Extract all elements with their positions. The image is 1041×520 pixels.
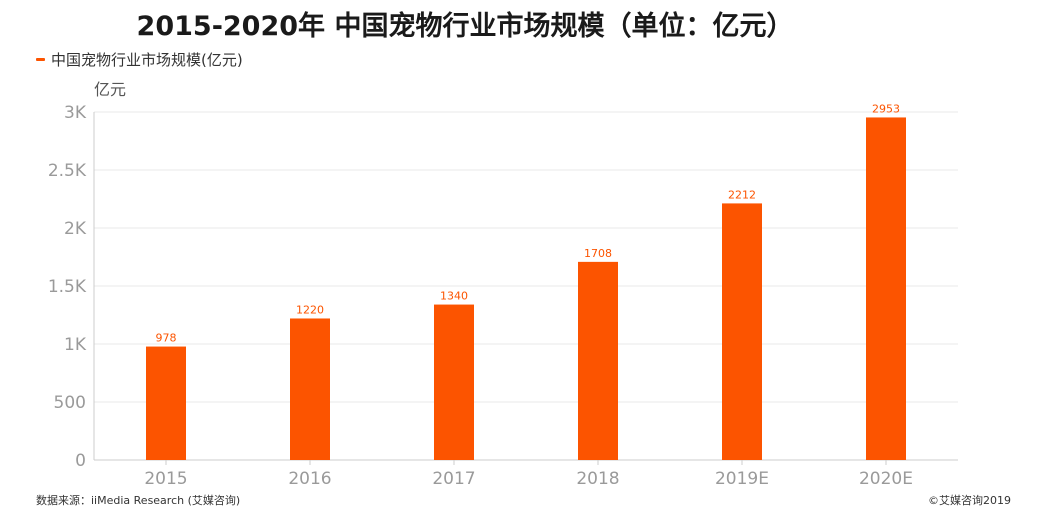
y-tick-label: 500: [54, 393, 86, 413]
legend-label: 中国宠物行业市场规模(亿元): [51, 51, 243, 69]
data-label: 1708: [584, 247, 612, 260]
bar: [290, 318, 330, 460]
y-tick-label: 3K: [64, 103, 87, 123]
y-axis-title: 亿元: [94, 80, 126, 99]
data-label: 1220: [296, 303, 324, 316]
copyright-note: ©艾媒咨询2019: [928, 494, 1011, 507]
x-tick-label: 2016: [288, 469, 331, 489]
bar: [146, 346, 186, 460]
y-tick-label: 1.5K: [48, 277, 87, 297]
x-tick-label: 2017: [432, 469, 475, 489]
y-tick-label: 1K: [64, 335, 87, 355]
x-tick-label: 2015: [144, 469, 187, 489]
chart-title: 2015-2020年 中国宠物行业市场规模（单位：亿元）: [136, 11, 794, 42]
data-label: 2953: [872, 102, 900, 115]
legend-swatch: [36, 58, 45, 61]
bar: [434, 304, 474, 460]
bar: [722, 203, 762, 460]
source-note: 数据来源：iiMedia Research (艾媒咨询): [36, 494, 241, 507]
data-label: 1340: [440, 290, 468, 303]
y-tick-label: 0: [75, 451, 86, 471]
x-tick-label: 2018: [576, 469, 619, 489]
data-label: 978: [156, 332, 177, 345]
data-label: 2212: [728, 188, 756, 201]
bar: [866, 117, 906, 461]
y-tick-label: 2.5K: [48, 161, 87, 181]
x-tick-label: 2019E: [715, 469, 769, 489]
bar: [578, 261, 618, 460]
x-tick-label: 2020E: [859, 469, 913, 489]
y-tick-label: 2K: [64, 219, 87, 239]
legend: 中国宠物行业市场规模(亿元): [36, 49, 243, 70]
